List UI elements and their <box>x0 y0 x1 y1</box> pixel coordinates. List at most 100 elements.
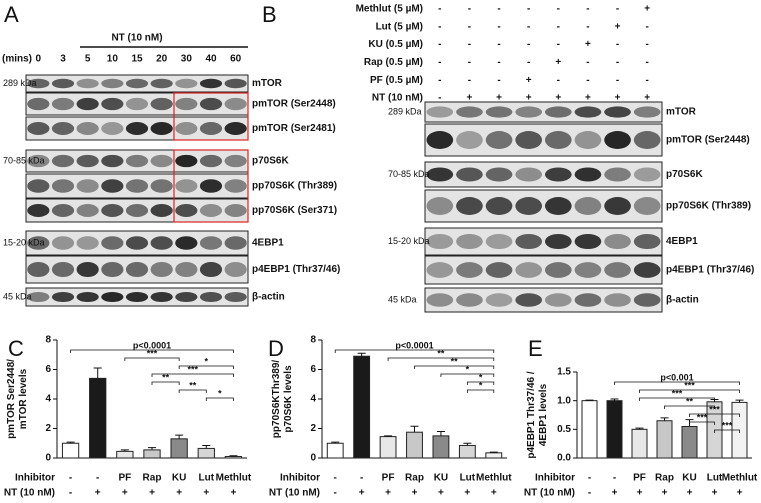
sign: + <box>555 93 561 104</box>
error-bar <box>660 417 669 421</box>
x-tick-label: Methlut <box>722 473 758 484</box>
band <box>456 197 483 215</box>
band <box>27 122 50 135</box>
panel-label: A <box>4 2 19 27</box>
size-label: 70-85 kDa <box>388 169 430 179</box>
band <box>574 106 602 118</box>
band <box>175 154 198 168</box>
y-tick-label: 0 <box>45 453 51 464</box>
significance: ** <box>686 396 694 406</box>
band <box>199 236 223 250</box>
row-label: β-actin <box>666 295 699 306</box>
band <box>199 261 223 278</box>
error-bar <box>384 435 393 437</box>
bracket <box>664 405 715 409</box>
nt-label: + <box>95 488 101 499</box>
significance: *** <box>684 380 695 390</box>
y-axis-label: pmTOR Ser2448/mTOR levels <box>6 359 29 439</box>
significance: ** <box>437 348 445 358</box>
sign: + <box>615 21 621 32</box>
time-label: 10 <box>107 54 119 65</box>
significance: * <box>479 372 483 382</box>
band <box>485 197 513 215</box>
treatment: NT (10 nM) <box>111 33 162 44</box>
band <box>224 78 247 89</box>
band <box>175 236 198 250</box>
sign: - <box>497 4 500 15</box>
band <box>150 122 173 135</box>
nt-label: - <box>588 488 591 499</box>
bar <box>656 420 673 459</box>
nt-label: - <box>334 488 337 499</box>
band <box>426 293 454 307</box>
bar <box>224 456 243 459</box>
band <box>125 78 149 89</box>
band <box>604 167 631 182</box>
sign: - <box>616 75 619 86</box>
bracket <box>440 373 495 377</box>
time-label: 40 <box>205 54 217 65</box>
band <box>224 97 247 111</box>
band <box>175 179 198 193</box>
bracket <box>334 349 495 353</box>
bar <box>406 431 423 459</box>
band <box>604 262 631 278</box>
sign: - <box>646 57 649 68</box>
nt-label: + <box>491 488 497 499</box>
x-tick-label: Rap <box>405 473 424 484</box>
row-label: 4EBP1 <box>666 236 698 247</box>
y-tick-label: 4 <box>45 394 51 405</box>
band <box>574 197 602 215</box>
band <box>51 261 75 278</box>
band <box>544 167 572 182</box>
x-tick-label: - <box>334 473 337 484</box>
sign: - <box>527 57 530 68</box>
bracket <box>614 381 740 385</box>
size-label: 45 kDa <box>3 291 32 301</box>
band <box>485 131 513 149</box>
bar <box>116 450 134 459</box>
band <box>224 122 247 135</box>
band <box>51 204 75 217</box>
sign: - <box>646 39 649 50</box>
band <box>199 97 223 111</box>
x-tick-label: - <box>96 473 99 484</box>
nt-label: + <box>122 488 128 499</box>
band <box>76 122 99 135</box>
significance: p<0.001 <box>660 372 693 382</box>
band <box>125 97 149 111</box>
nt-label: + <box>438 488 444 499</box>
band <box>224 236 247 250</box>
bar <box>197 447 215 459</box>
sign: - <box>527 4 530 15</box>
row-label: Inhibitor <box>280 473 320 484</box>
band <box>27 291 50 303</box>
band <box>426 262 454 278</box>
sign: + <box>467 93 473 104</box>
time-label: 30 <box>181 54 193 65</box>
row-label: Inhibitor <box>15 473 55 484</box>
band <box>51 291 75 303</box>
band <box>633 293 661 307</box>
bracket <box>466 389 495 393</box>
bar <box>353 355 371 459</box>
y-axis-label-line: pmTOR Ser2448/ <box>6 359 17 439</box>
band <box>574 233 602 250</box>
nt-label: + <box>687 488 693 499</box>
sign: - <box>497 57 500 68</box>
row-label: pp70S6K (Thr389) <box>666 201 751 212</box>
y-tick-label: 0.5 <box>557 424 571 435</box>
y-tick-label: 8 <box>310 335 316 346</box>
band <box>604 197 631 215</box>
band <box>150 154 173 168</box>
sign: - <box>438 57 441 68</box>
band <box>544 197 572 215</box>
row-label: mTOR <box>252 78 283 89</box>
sign: - <box>497 75 500 86</box>
size-label: 289 kDa <box>388 106 422 116</box>
significance: ** <box>189 380 197 390</box>
x-tick-label: KU <box>172 473 186 484</box>
band <box>456 106 483 118</box>
x-tick-label: PF <box>118 473 131 484</box>
